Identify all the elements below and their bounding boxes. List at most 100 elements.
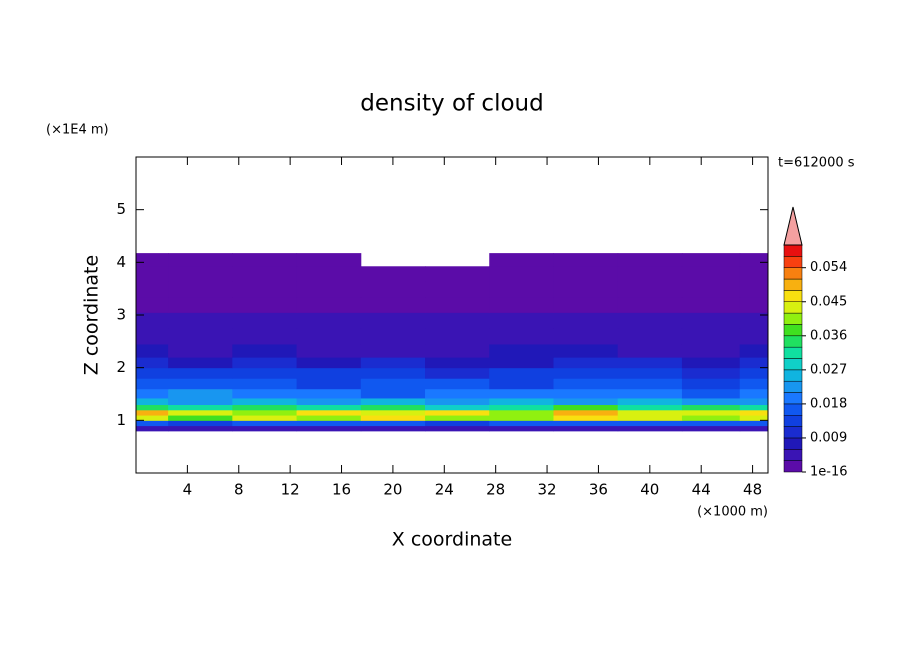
contour-cell (136, 415, 169, 421)
contour-cell (425, 378, 490, 390)
contour-cell (232, 409, 298, 416)
colorbar-band (783, 301, 803, 314)
contour-cell (168, 328, 233, 345)
contour-cell (296, 409, 362, 416)
contour-cell (739, 420, 769, 427)
contour-cell (360, 296, 426, 313)
contour-cell (232, 296, 298, 313)
contour-cell (296, 378, 362, 390)
contour-cell (136, 343, 169, 358)
contour-cell (553, 357, 619, 369)
x-tick-label: 44 (692, 481, 711, 499)
contour-cell (553, 328, 619, 345)
colorbar-tick-label: 1e-16 (810, 465, 848, 480)
contour-cell (553, 280, 619, 298)
colorbar-band (783, 256, 803, 268)
colorbar-tick-label: 0.018 (810, 396, 847, 411)
colorbar-tick-label: 0.009 (810, 430, 847, 445)
contour-cell (168, 409, 233, 416)
contour-cell (617, 280, 683, 298)
contour-cell (553, 415, 619, 421)
contour-cell (489, 280, 554, 298)
contour-cell (489, 420, 554, 427)
contour-cell (425, 367, 490, 379)
contour-cell (360, 415, 426, 421)
contour-cell (425, 409, 490, 416)
contour-cell (739, 280, 769, 298)
contour-cell (360, 280, 426, 298)
contour-cell (168, 312, 233, 329)
contour-cell (739, 343, 769, 358)
contour-cell (168, 378, 233, 390)
contour-cell (425, 296, 490, 313)
contour-cell (739, 378, 769, 390)
contour-cell (360, 266, 426, 282)
contour-cell (425, 420, 490, 427)
contour-cell (553, 312, 619, 329)
x-tick-label: 4 (183, 481, 193, 499)
colorbar-band (783, 290, 803, 302)
contour-cell (489, 253, 554, 267)
contour-cell (617, 328, 683, 345)
contour-cell (296, 328, 362, 345)
contour-cell (136, 388, 169, 399)
x-tick-label: 40 (640, 481, 659, 499)
contour-cell (136, 266, 169, 282)
contour-cell (553, 266, 619, 282)
contour-cell (360, 357, 426, 369)
contour-cell (232, 253, 298, 267)
contour-cell (168, 388, 233, 399)
contour-cell (739, 312, 769, 329)
contour-cell (553, 397, 619, 406)
contour-cell (489, 296, 554, 313)
contour-cell (136, 378, 169, 390)
contour-cell (360, 367, 426, 379)
x-tick-label: 48 (743, 481, 762, 499)
y-tick-label: 3 (116, 306, 126, 324)
contour-cell (296, 420, 362, 427)
contour-cell (360, 425, 426, 432)
contour-cell (296, 296, 362, 313)
contour-cell (681, 253, 741, 267)
contour-cell (168, 425, 233, 432)
contour-cell (168, 280, 233, 298)
contour-cell (425, 280, 490, 298)
colorbar-band (783, 369, 803, 382)
contour-cell (360, 312, 426, 329)
colorbar-band (783, 437, 803, 450)
contour-cell (489, 266, 554, 282)
contour-cell (232, 404, 298, 411)
colorbar-band (783, 278, 803, 291)
contour-cell (296, 415, 362, 421)
contour-cell (232, 425, 298, 432)
contour-cell (136, 312, 169, 329)
x-tick-label: 24 (435, 481, 454, 499)
contour-cell (489, 409, 554, 416)
y-axis-label: Z coordinate (81, 255, 103, 375)
contour-cell (739, 253, 769, 267)
contour-cell (360, 404, 426, 411)
contour-cell (296, 357, 362, 369)
contour-cell (296, 266, 362, 282)
colorbar-tick-label: 0.027 (810, 362, 847, 377)
contour-cell (681, 425, 741, 432)
contour-cell (168, 420, 233, 427)
contour-cell (425, 312, 490, 329)
x-tick-label: 36 (589, 481, 608, 499)
contour-cell (739, 357, 769, 369)
contour-cell (168, 367, 233, 379)
contour-cell (739, 415, 769, 421)
contour-cell (296, 343, 362, 358)
contour-cell (617, 367, 683, 379)
colorbar-band (783, 244, 803, 257)
contour-cell (425, 415, 490, 421)
contour-cell (681, 404, 741, 411)
contour-cell (296, 280, 362, 298)
contour-cell (617, 388, 683, 399)
contour-cell (232, 357, 298, 369)
contour-cell (617, 378, 683, 390)
contour-cell (617, 397, 683, 406)
contour-cell (232, 420, 298, 427)
contour-cell (489, 343, 554, 358)
contour-cell (681, 409, 741, 416)
